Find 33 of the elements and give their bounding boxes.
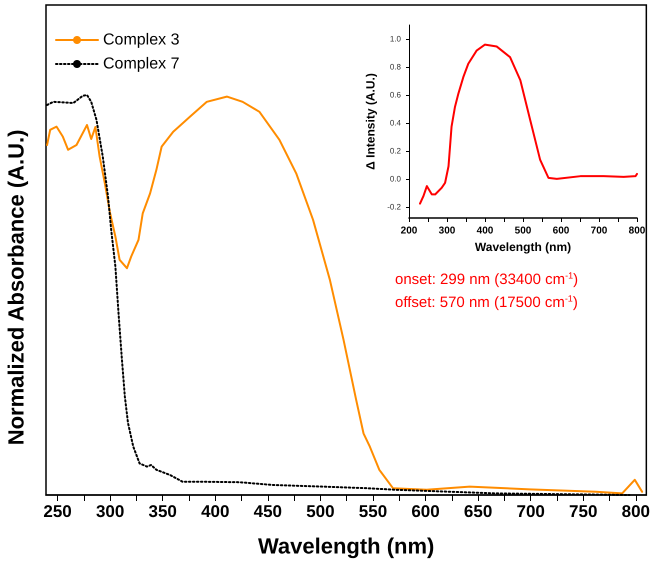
y-tick-label: 0.8 (390, 62, 402, 72)
x-tick-label: 600 (552, 226, 570, 236)
x-tick-label: 800 (628, 226, 646, 236)
x-tick-label: 800 (622, 502, 650, 521)
x-tick-label: 350 (148, 502, 177, 521)
x-axis-title: Wavelength (nm) (258, 534, 434, 558)
x-tick-label: 700 (590, 226, 608, 236)
x-tick-label: 450 (254, 502, 282, 521)
x-tick-label: 550 (358, 502, 388, 521)
x-tick-label: 250 (43, 502, 72, 521)
y-tick-label: 0.6 (390, 90, 402, 100)
x-tick-label: 400 (201, 502, 230, 521)
x-tick-label: 500 (306, 502, 335, 521)
y-tick-label: 0.2 (390, 146, 402, 156)
y-tick-label: 0.0 (390, 174, 402, 184)
y-axis-title: Normalized Absorbance (A.U.) (4, 130, 28, 446)
y-tick-label: 1.0 (390, 34, 402, 44)
line-series (419, 44, 638, 205)
legend-label: Complex 7 (103, 56, 180, 72)
y-axis-title: Δ Intensity (A.U.) (363, 73, 378, 170)
y-tick-label: -0.2 (387, 202, 402, 212)
x-tick-label: 650 (464, 502, 492, 521)
x-tick-label: 200 (400, 226, 418, 236)
x-tick-label: 750 (569, 502, 598, 521)
x-tick-label: 600 (411, 502, 440, 521)
x-axis-title: Wavelength (nm) (474, 240, 572, 254)
x-tick-label: 700 (516, 502, 545, 521)
x-tick-label: 300 (96, 502, 124, 521)
x-tick-label: 300 (438, 226, 456, 236)
y-tick-label: 0.4 (390, 118, 402, 128)
x-tick-label: 500 (514, 226, 532, 236)
x-tick-label: 400 (476, 226, 494, 236)
legend-label: Complex 3 (103, 32, 180, 48)
